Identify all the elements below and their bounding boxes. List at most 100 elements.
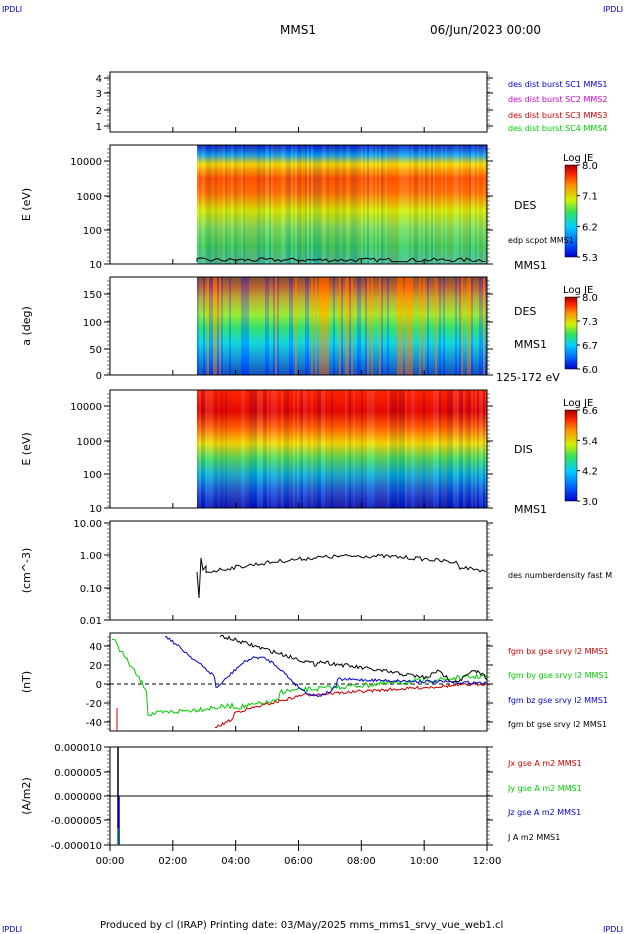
spectrogram-column (277, 277, 279, 375)
spectrogram-column (293, 277, 295, 375)
y-tick-label: 10 (89, 504, 102, 515)
spectrogram-column (473, 277, 475, 375)
spectrogram-column (415, 390, 417, 508)
corner-tag-bottom-left: IPDLI (2, 925, 22, 934)
spectrogram-column (365, 277, 367, 375)
spectrogram-column (335, 390, 337, 508)
spectrogram-column (381, 390, 383, 508)
spectrogram-column (197, 390, 199, 508)
spectrogram-column (381, 145, 383, 264)
spectrogram-column (349, 390, 351, 508)
spectrogram-column (241, 390, 243, 508)
spectrogram-column (409, 390, 411, 508)
spectrogram-column (303, 390, 305, 508)
spectrogram-column (443, 390, 445, 508)
spectrogram-column (315, 277, 317, 375)
spectrogram-column (211, 390, 213, 508)
spectrogram-column (427, 145, 429, 264)
spectrogram-column (247, 145, 249, 264)
spectrogram-column (281, 145, 283, 264)
spectrogram-column (439, 390, 441, 508)
spectrogram-column (315, 390, 317, 508)
spectrogram-column (329, 390, 331, 508)
y-axis-label: E (eV) (20, 188, 33, 221)
spectrogram-column (309, 145, 311, 264)
spectrogram-column (353, 145, 355, 264)
y-tick-label: 3 (96, 89, 102, 100)
spectrogram-column (303, 145, 305, 264)
spectrogram-column (379, 390, 381, 508)
spectrogram-column (397, 277, 399, 375)
colorbar-tick-label: 5.4 (582, 436, 598, 447)
spectrogram-column (217, 277, 219, 375)
panel-des-energy: Log JE8.0 7.1 6.2 5.3 DES edp scpot MMS1 MMS1 1… (20, 144, 598, 272)
y-tick-label: 10 (89, 260, 102, 271)
spectrogram-column (455, 277, 457, 375)
x-tick-label: 12:00 (473, 856, 502, 867)
legend-entry: des dist burst SC4 MMS4 (508, 124, 607, 133)
spectrogram-column (265, 277, 267, 375)
spectrogram-column (199, 145, 201, 264)
spectrogram-column (413, 277, 415, 375)
spectrogram-column (399, 390, 401, 508)
spectrogram-column (375, 277, 377, 375)
spectrogram-column (355, 277, 357, 375)
spectrogram-column (437, 390, 439, 508)
spectrogram-column (283, 390, 285, 508)
spectrogram-column (407, 390, 409, 508)
spectrogram-column (339, 390, 341, 508)
panel-burst: 4 3 2 1 des dist burst SC1 MMS1 des dist burs… (96, 71, 607, 133)
spectrogram-column (379, 145, 381, 264)
spectrogram-column (347, 390, 349, 508)
spectrogram-column (395, 277, 397, 375)
spectrogram-column (399, 145, 401, 264)
spectrogram-column (349, 145, 351, 264)
spectrogram-column (467, 277, 469, 375)
legend-entry: Jy gse A m2 MMS1 (507, 784, 582, 793)
spectrogram-column (355, 390, 357, 508)
spectrogram-column (423, 277, 425, 375)
spectrogram-column (321, 390, 323, 508)
spectrogram-column (227, 145, 229, 264)
spectrogram-column (389, 277, 391, 375)
spectrogram-column (455, 390, 457, 508)
spectrogram-column (359, 145, 361, 264)
colorbar-title: Log JE (563, 398, 593, 409)
spectrogram-column (275, 277, 277, 375)
spectrogram-column (369, 390, 371, 508)
spectrogram-column (301, 277, 303, 375)
spectrogram-column (207, 390, 209, 508)
spectrogram-column (485, 277, 487, 375)
spectrogram-column (205, 277, 207, 375)
spectrogram-column (289, 145, 291, 264)
spectrogram-column (339, 145, 341, 264)
colorbar-title: Log JE (563, 153, 593, 164)
spectrogram-column (263, 145, 265, 264)
spectrogram-column (417, 145, 419, 264)
spectrogram-column (455, 145, 457, 264)
y-tick-label: 0.10 (80, 584, 102, 595)
spectrogram-column (259, 390, 261, 508)
spectrogram-column (315, 145, 317, 264)
spectrogram-column (231, 390, 233, 508)
spectrogram-column (317, 390, 319, 508)
colorbar-tick-label: 7.3 (582, 317, 598, 328)
spectrogram-column (323, 277, 325, 375)
y-tick-label: 50 (89, 345, 102, 356)
spectrogram-column (463, 277, 465, 375)
spectrogram-column (251, 277, 253, 375)
spectrogram-column (385, 145, 387, 264)
spectrogram-column (435, 390, 437, 508)
spectrogram-column (417, 390, 419, 508)
spectrogram-column (459, 277, 461, 375)
spectrogram-column (311, 390, 313, 508)
spectrogram-column (301, 390, 303, 508)
spectrogram-column (479, 277, 481, 375)
y-tick-label: 4 (96, 74, 102, 85)
spectrogram-column (485, 145, 487, 264)
spectrogram-column (337, 277, 339, 375)
spectrogram-column (393, 145, 395, 264)
spectrogram-column (205, 390, 207, 508)
spectrogram-column (457, 145, 459, 264)
spectrogram-column (273, 277, 275, 375)
